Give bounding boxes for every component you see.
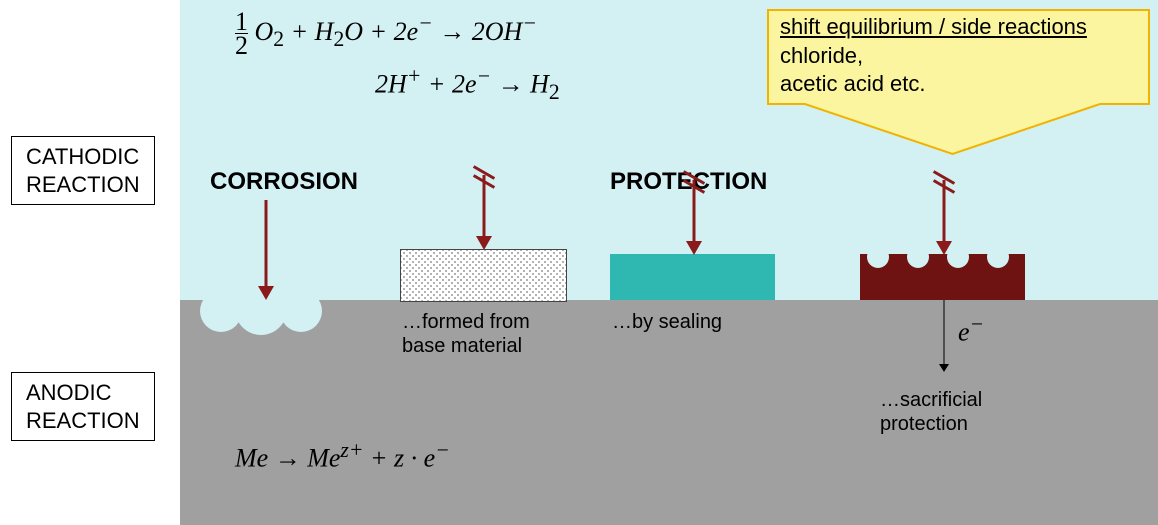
caption-line: …formed from — [402, 311, 530, 333]
blocked-arrow-sealing — [686, 180, 702, 255]
caption-line: base material — [402, 335, 522, 357]
by-sealing-caption: …by sealing — [612, 310, 722, 334]
caption-line: protection — [880, 413, 968, 435]
cathodic-reaction-label: CATHODIC REACTION — [11, 136, 155, 205]
blocked-arrow-sacrificial — [936, 180, 952, 255]
equation-metal-oxidation: Me → Mez+ + z · e− — [235, 438, 450, 474]
equation-hydrogen-evolution: 2H+ + 2e− → H2 — [375, 64, 560, 105]
sacrificial-caption: …sacrificial protection — [880, 388, 982, 436]
corrosion-arrow — [258, 200, 274, 300]
blocked-arrow-oxide — [476, 175, 492, 250]
corrosion-heading: CORROSION — [210, 168, 358, 196]
anodic-reaction-label: ANODIC REACTION — [11, 372, 155, 441]
anodic-line1: ANODIC — [26, 380, 112, 405]
sacrificial-pit — [987, 246, 1009, 268]
sacrificial-block — [860, 254, 1025, 300]
oxide-layer-block — [400, 249, 567, 302]
electron-arrow — [936, 300, 952, 372]
diagram-area: 12 O2 + H2O + 2e− → 2OH− 2H+ + 2e− → H2 … — [180, 0, 1158, 525]
formed-from-caption: …formed from base material — [402, 310, 530, 358]
sacrificial-pit — [867, 246, 889, 268]
pit — [280, 290, 322, 332]
sacrificial-pit — [907, 246, 929, 268]
sealing-block — [610, 254, 775, 300]
anodic-line2: REACTION — [26, 408, 140, 433]
caption-line: …sacrificial — [880, 389, 982, 411]
callout-title: shift equilibrium / side reactions — [780, 14, 1145, 40]
equation-oxygen-reduction: 12 O2 + H2O + 2e− → 2OH− — [235, 10, 537, 58]
callout-line1: chloride, — [780, 43, 863, 68]
callout-line2: acetic acid etc. — [780, 71, 926, 96]
cathodic-line2: REACTION — [26, 172, 140, 197]
cathodic-line1: CATHODIC — [26, 144, 139, 169]
electron-label: e− — [958, 312, 984, 348]
